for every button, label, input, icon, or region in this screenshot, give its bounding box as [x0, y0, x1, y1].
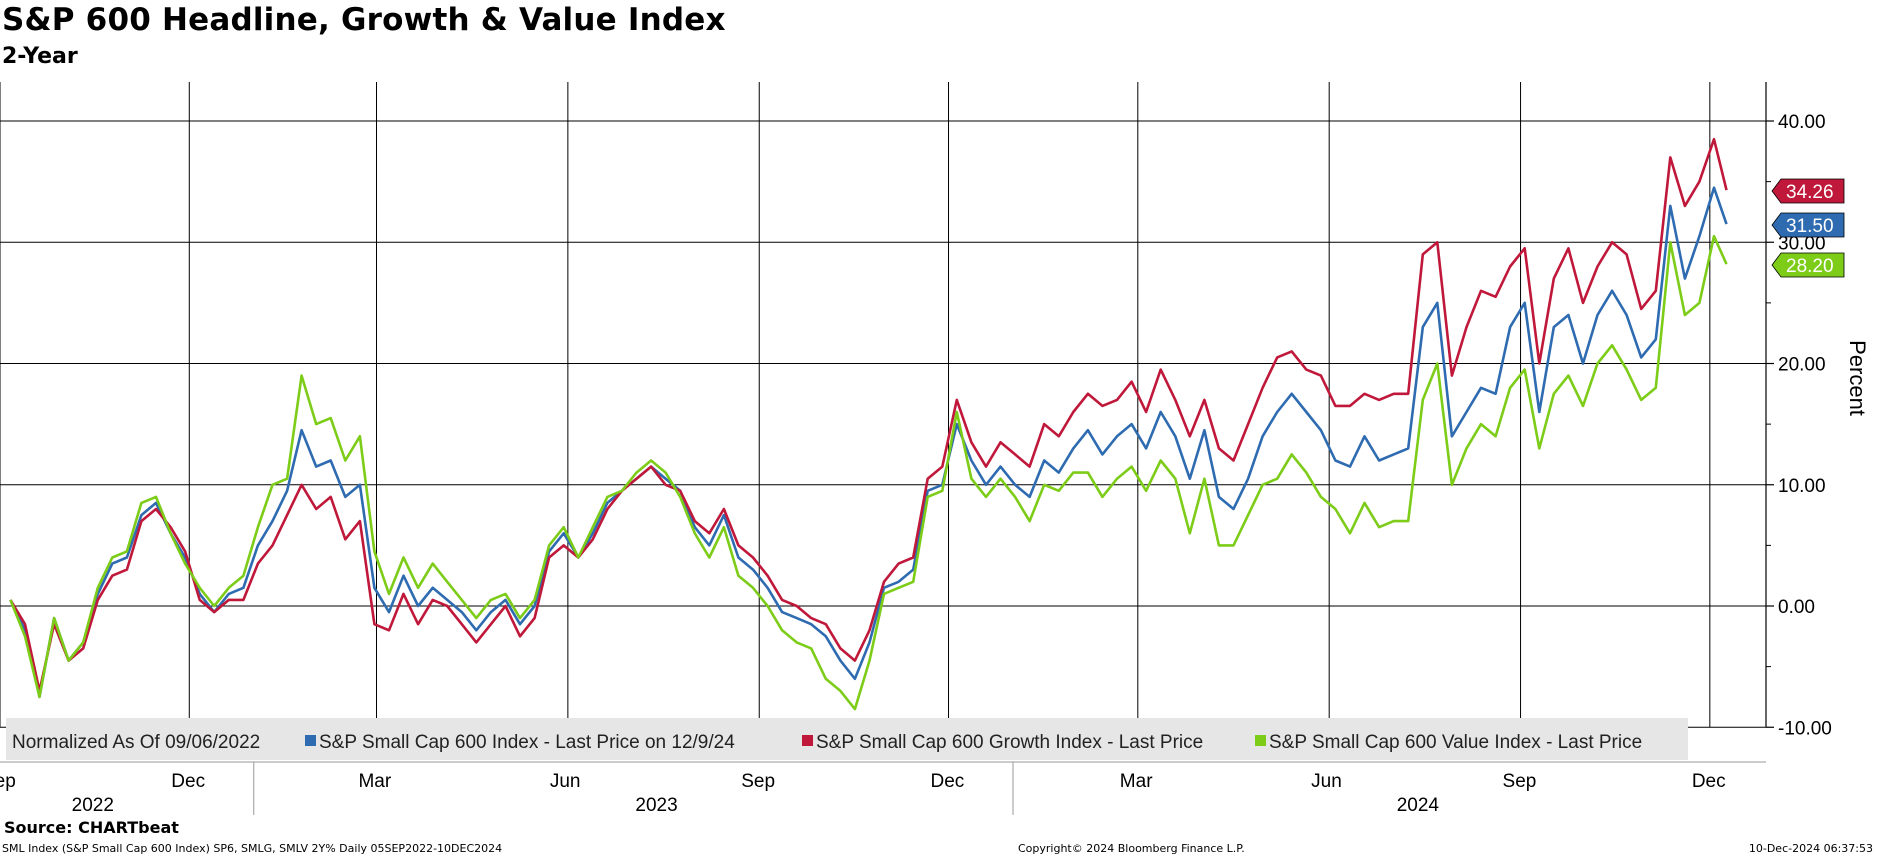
- x-tick-label: Jun: [1311, 771, 1342, 792]
- x-tick-label: Sep: [0, 771, 16, 792]
- last-value-label: 28.20: [1786, 256, 1834, 277]
- chart-title: S&P 600 Headline, Growth & Value Index: [2, 2, 726, 38]
- source-label: Source: CHARTbeat: [4, 818, 179, 837]
- legend-item-label: S&P Small Cap 600 Index - Last Price on …: [319, 732, 735, 753]
- last-value-label: 31.50: [1786, 216, 1834, 237]
- year-label: 2024: [1397, 795, 1440, 816]
- y-axis-title: Percent: [1845, 340, 1870, 416]
- legend-background: [6, 718, 1688, 760]
- legend-swatch: [802, 735, 813, 746]
- last-value-badges: 31.50 34.26 28.20: [1771, 178, 1845, 278]
- last-value-badge: [1771, 212, 1845, 238]
- footer-left: SML Index (S&P Small Cap 600 Index) SP6,…: [2, 842, 503, 855]
- x-tick-label: Jun: [550, 771, 581, 792]
- x-tick-label: Mar: [358, 771, 391, 792]
- x-tick-label: Sep: [741, 771, 775, 792]
- series-lines: [9, 137, 1728, 711]
- series-line-2: [9, 234, 1728, 711]
- footer-copyright: Copyright© 2024 Bloomberg Finance L.P.: [1018, 842, 1245, 855]
- x-tick-label: Sep: [1503, 771, 1537, 792]
- footer-timestamp: 10-Dec-2024 06:37:53: [1748, 842, 1873, 855]
- last-value-badge: [1771, 252, 1845, 278]
- x-tick-label: Mar: [1120, 771, 1153, 792]
- legend-swatch: [1255, 735, 1266, 746]
- y-tick-label: 0.00: [1778, 597, 1815, 618]
- y-tick-label: 40.00: [1778, 112, 1826, 133]
- x-tick-label: Dec: [1692, 771, 1726, 792]
- last-value-badge: [1771, 178, 1845, 204]
- year-label: 2022: [72, 795, 114, 816]
- x-tick-label: Dec: [931, 771, 965, 792]
- legend: Normalized As Of 09/06/2022 S&P Small Cap…: [6, 718, 1688, 760]
- legend-prefix: Normalized As Of 09/06/2022: [12, 732, 260, 753]
- series-line-0: [9, 186, 1728, 699]
- legend-item-label: S&P Small Cap 600 Value Index - Last Pri…: [1269, 732, 1642, 753]
- series-line-1: [9, 137, 1728, 693]
- chart-subtitle: 2-Year: [2, 44, 78, 69]
- y-tick-label: 30.00: [1778, 233, 1826, 254]
- last-value-label: 34.26: [1786, 182, 1834, 203]
- year-label: 2023: [635, 795, 677, 816]
- x-tick-label: Dec: [171, 771, 205, 792]
- y-tick-label: 20.00: [1778, 355, 1826, 376]
- grid-lines: [0, 82, 1766, 728]
- legend-swatch: [305, 735, 316, 746]
- axes: -10.00 0.00 10.00 20.00 30.00 40.00 Sep Dec Mar J…: [0, 82, 1870, 816]
- y-tick-label: -10.00: [1778, 718, 1832, 739]
- y-tick-label: 10.00: [1778, 476, 1826, 497]
- legend-item-label: S&P Small Cap 600 Growth Index - Last Pr…: [816, 732, 1203, 753]
